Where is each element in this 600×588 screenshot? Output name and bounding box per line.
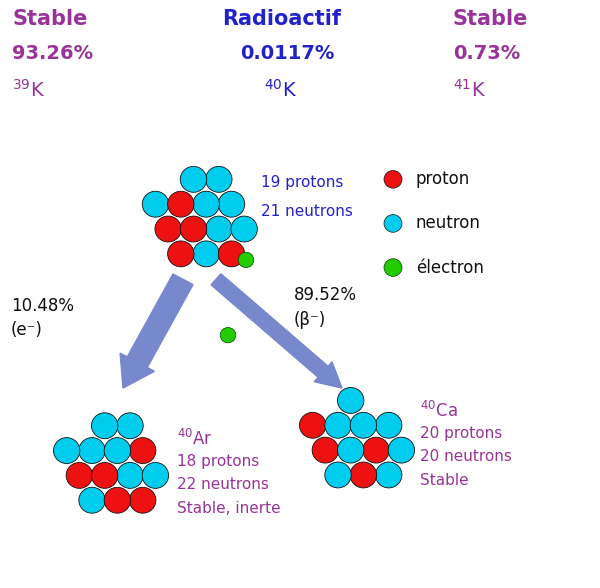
Text: Stable, inerte: Stable, inerte	[177, 501, 281, 516]
Circle shape	[363, 437, 389, 463]
Circle shape	[350, 462, 377, 488]
Circle shape	[218, 191, 245, 217]
Circle shape	[206, 166, 232, 192]
Circle shape	[104, 437, 131, 463]
Circle shape	[193, 241, 220, 267]
Circle shape	[142, 191, 169, 217]
Text: (e⁻): (e⁻)	[11, 322, 43, 339]
Circle shape	[238, 252, 254, 268]
Circle shape	[325, 412, 351, 438]
Circle shape	[117, 413, 143, 439]
Circle shape	[220, 328, 236, 343]
Text: 20 protons: 20 protons	[420, 426, 502, 441]
Text: 18 protons: 18 protons	[177, 454, 259, 469]
Circle shape	[130, 437, 156, 463]
Circle shape	[206, 216, 232, 242]
Text: 20 neutrons: 20 neutrons	[420, 449, 512, 465]
Circle shape	[193, 191, 220, 217]
Text: neutron: neutron	[416, 215, 481, 232]
Text: 0.73%: 0.73%	[453, 44, 520, 63]
Text: $^{40}$Ca: $^{40}$Ca	[420, 401, 458, 421]
Circle shape	[117, 463, 143, 489]
Circle shape	[337, 437, 364, 463]
Text: Stable: Stable	[420, 473, 469, 488]
Circle shape	[384, 171, 402, 188]
Text: Radioactif: Radioactif	[222, 9, 341, 29]
Text: $^{40}$Ar: $^{40}$Ar	[177, 429, 212, 449]
Circle shape	[299, 412, 326, 438]
Circle shape	[155, 216, 181, 242]
Text: 93.26%: 93.26%	[12, 44, 93, 63]
Circle shape	[180, 166, 206, 192]
Circle shape	[79, 487, 105, 513]
Circle shape	[384, 215, 402, 232]
Text: 89.52%: 89.52%	[294, 286, 357, 304]
Text: Stable: Stable	[453, 9, 529, 29]
Text: (β⁻): (β⁻)	[294, 311, 326, 329]
Circle shape	[142, 463, 169, 489]
Circle shape	[53, 437, 80, 463]
FancyArrow shape	[211, 274, 342, 388]
Circle shape	[325, 462, 351, 488]
Circle shape	[167, 191, 194, 217]
Circle shape	[91, 413, 118, 439]
Circle shape	[384, 259, 402, 276]
Circle shape	[376, 412, 402, 438]
Text: 0.0117%: 0.0117%	[240, 44, 334, 63]
Circle shape	[388, 437, 415, 463]
Circle shape	[218, 241, 245, 267]
Text: 21 neutrons: 21 neutrons	[261, 204, 353, 219]
Circle shape	[167, 241, 194, 267]
Circle shape	[350, 412, 377, 438]
Circle shape	[231, 216, 257, 242]
Circle shape	[312, 437, 338, 463]
Circle shape	[337, 387, 364, 413]
Circle shape	[130, 487, 156, 513]
Circle shape	[180, 216, 206, 242]
Text: 19 protons: 19 protons	[261, 175, 343, 190]
Circle shape	[66, 463, 92, 489]
Text: 22 neutrons: 22 neutrons	[177, 477, 269, 493]
FancyArrow shape	[120, 274, 193, 388]
Circle shape	[376, 462, 402, 488]
Text: proton: proton	[416, 171, 470, 188]
Circle shape	[104, 487, 131, 513]
Text: $^{40}$K: $^{40}$K	[264, 79, 297, 101]
Text: $^{39}$K: $^{39}$K	[12, 79, 45, 101]
Text: électron: électron	[416, 259, 484, 276]
Circle shape	[79, 437, 105, 463]
Text: 10.48%: 10.48%	[11, 297, 74, 315]
Circle shape	[91, 463, 118, 489]
Text: $^{41}$K: $^{41}$K	[453, 79, 486, 101]
Text: Stable: Stable	[12, 9, 88, 29]
